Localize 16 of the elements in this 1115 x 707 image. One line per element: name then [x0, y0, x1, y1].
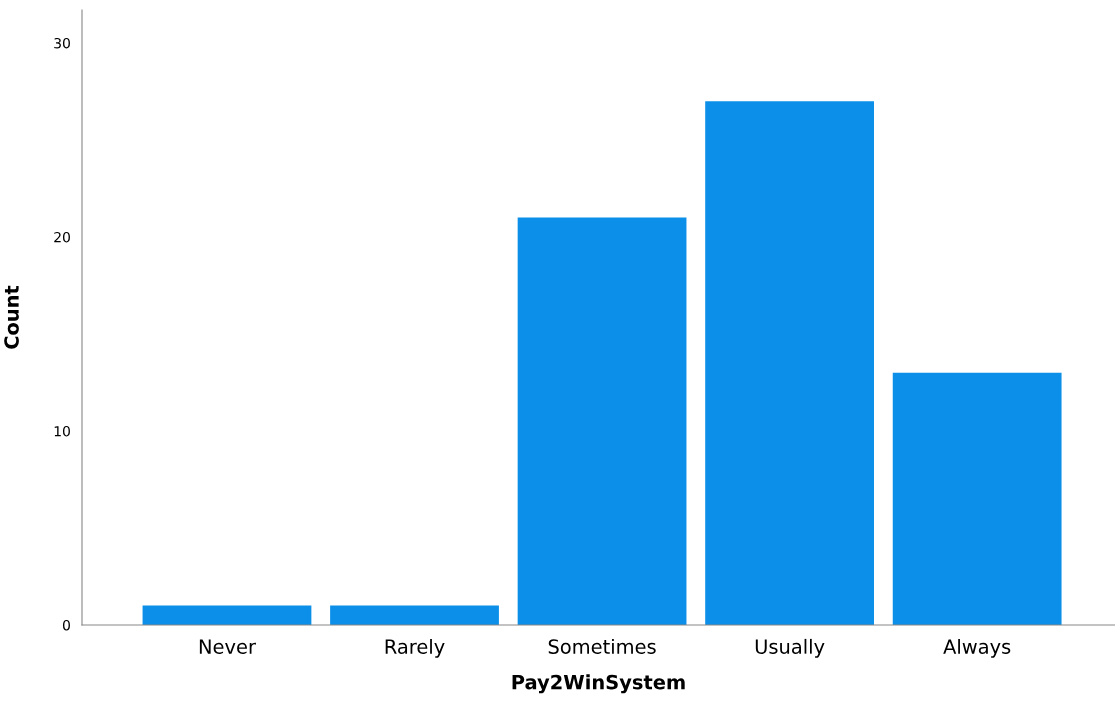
y-tick-label: 0: [62, 619, 70, 631]
bar: [142, 605, 312, 625]
bar: [330, 605, 499, 625]
x-tick-label: Never: [199, 639, 256, 654]
bar: [517, 217, 687, 625]
x-tick-label: Sometimes: [548, 638, 656, 654]
x-axis-title: Pay2WinSystem: [512, 674, 685, 694]
x-tick-label: Always: [943, 638, 1011, 658]
y-tick-label: 30: [54, 37, 70, 49]
bar: [705, 101, 874, 625]
y-tick-label: 20: [54, 231, 70, 243]
bar: [892, 372, 1062, 625]
x-tick-label: Rarely: [385, 638, 445, 658]
y-tick-label: 10: [54, 425, 70, 437]
x-tick-label: Usually: [755, 638, 825, 658]
y-axis-title: Count: [4, 285, 19, 349]
